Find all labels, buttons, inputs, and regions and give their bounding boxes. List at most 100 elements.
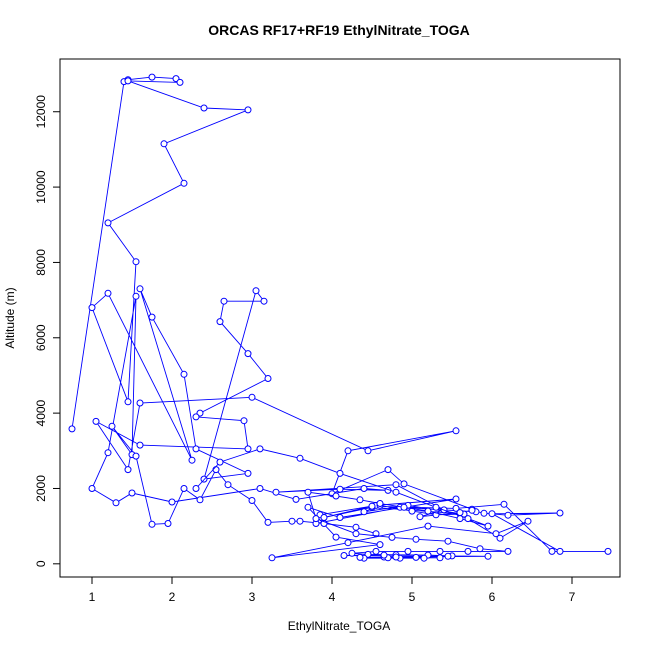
- data-point: [392, 488, 400, 496]
- data-point: [148, 520, 156, 528]
- data-point: [456, 515, 464, 523]
- data-point: [332, 533, 340, 541]
- data-point: [436, 554, 444, 562]
- data-point: [88, 304, 96, 312]
- data-point: [424, 522, 432, 530]
- data-point: [444, 537, 452, 545]
- data-point: [368, 502, 376, 510]
- data-point: [404, 547, 412, 555]
- data-point: [500, 500, 508, 508]
- y-tick-label: 2000: [34, 475, 48, 502]
- series-layer: [68, 73, 612, 562]
- data-point: [180, 370, 188, 378]
- data-point: [420, 554, 428, 562]
- data-point: [160, 140, 168, 148]
- data-point: [296, 517, 304, 525]
- y-tick-label: 6000: [34, 324, 48, 351]
- data-point: [432, 503, 440, 511]
- data-point: [252, 287, 260, 295]
- data-point: [296, 454, 304, 462]
- data-point: [240, 417, 248, 425]
- data-point: [104, 289, 112, 297]
- data-point: [452, 427, 460, 435]
- data-point: [216, 458, 224, 466]
- data-point: [264, 518, 272, 526]
- x-axis-label: EthylNitrate_TOGA: [288, 619, 390, 633]
- data-point: [444, 552, 452, 560]
- data-point: [480, 509, 488, 517]
- data-point: [192, 485, 200, 492]
- data-point: [272, 488, 280, 496]
- data-point: [224, 481, 232, 489]
- data-point: [524, 517, 532, 525]
- y-tick-label: 0: [34, 560, 48, 567]
- data-point: [352, 523, 360, 531]
- data-point: [336, 514, 344, 521]
- data-point: [392, 481, 400, 489]
- data-point: [380, 551, 388, 559]
- data-point: [244, 469, 252, 477]
- data-point: [492, 530, 500, 538]
- data-point: [312, 515, 320, 523]
- data-point: [412, 535, 420, 543]
- data-point: [400, 480, 408, 488]
- data-point: [244, 350, 252, 358]
- x-tick-label: 2: [169, 590, 176, 604]
- data-point: [112, 499, 120, 507]
- data-point: [372, 547, 380, 555]
- data-point: [108, 422, 116, 430]
- data-point: [464, 515, 472, 523]
- data-point: [256, 445, 264, 453]
- data-point: [68, 425, 76, 433]
- data-point: [256, 485, 264, 492]
- data-point: [360, 485, 368, 492]
- data-point: [360, 508, 368, 516]
- data-point: [388, 533, 396, 541]
- data-point: [132, 258, 140, 266]
- data-point: [344, 539, 352, 547]
- data-point: [504, 547, 512, 555]
- data-point: [192, 445, 200, 453]
- data-point: [556, 547, 564, 555]
- data-point: [496, 534, 504, 542]
- data-point: [332, 492, 340, 500]
- data-point: [124, 466, 132, 474]
- data-point: [244, 445, 252, 453]
- data-point: [292, 495, 300, 503]
- data-point: [180, 179, 188, 187]
- data-point: [264, 375, 272, 382]
- data-point: [168, 498, 176, 506]
- y-tick-label: 12000: [34, 95, 48, 129]
- data-point: [128, 489, 136, 497]
- data-point: [476, 545, 484, 553]
- data-point: [244, 106, 252, 114]
- data-point: [268, 554, 276, 562]
- data-point: [200, 104, 208, 112]
- data-point: [212, 466, 220, 474]
- data-point: [132, 292, 140, 300]
- data-point: [88, 485, 96, 492]
- data-point: [320, 514, 328, 521]
- data-point: [384, 466, 392, 474]
- x-tick-label: 6: [489, 590, 496, 604]
- data-point: [136, 285, 144, 293]
- data-point: [436, 547, 444, 555]
- data-point: [484, 552, 492, 560]
- data-point: [392, 553, 400, 561]
- y-tick-label: 10000: [34, 170, 48, 204]
- data-point: [124, 77, 132, 85]
- data-point: [196, 496, 204, 504]
- data-point: [248, 393, 256, 401]
- data-point: [260, 297, 268, 305]
- data-point: [104, 449, 112, 457]
- data-point: [192, 413, 200, 421]
- data-point: [104, 219, 112, 227]
- data-point: [148, 313, 156, 321]
- x-tick-label: 1: [89, 590, 96, 604]
- data-point: [164, 520, 172, 527]
- data-point: [452, 504, 460, 512]
- data-point: [376, 500, 384, 507]
- data-point: [304, 488, 312, 496]
- data-point: [504, 511, 512, 519]
